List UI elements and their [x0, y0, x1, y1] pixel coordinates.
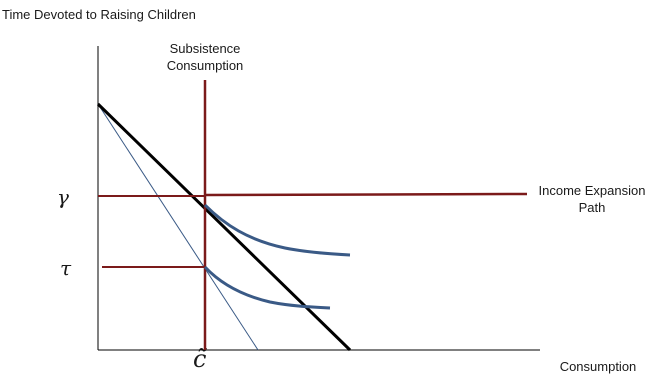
c-tilde-label: c̃ — [193, 345, 207, 373]
income-expansion-path-label: Income Expansion Path — [538, 183, 646, 215]
tau-label: τ — [60, 256, 72, 280]
subsistence-consumption-label: Subsistence Consumption — [166, 41, 244, 73]
x-axis-title: Consumption — [559, 359, 637, 374]
expansion-path — [204, 192, 528, 197]
indifference-curve-lower — [203, 265, 331, 310]
thin-budget-line — [97, 103, 259, 351]
gamma-label: γ — [57, 185, 69, 209]
indifference-curve-upper — [203, 203, 351, 257]
budget-line — [96, 102, 352, 352]
